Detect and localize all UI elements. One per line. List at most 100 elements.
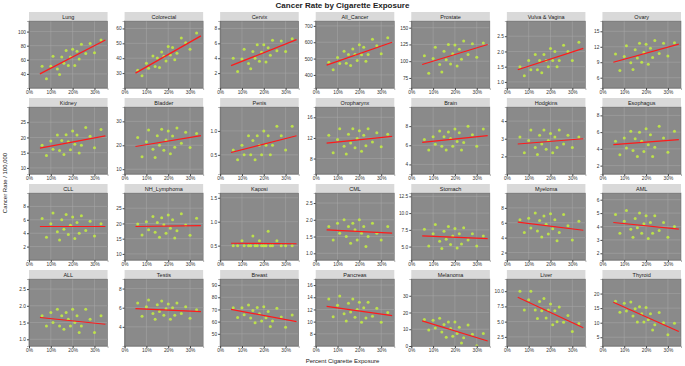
grid-line — [29, 167, 108, 168]
point — [145, 62, 148, 65]
strip-label: Colorectal — [151, 14, 176, 20]
grid-line — [190, 107, 191, 174]
grid-line — [316, 42, 395, 43]
tick: 4 — [119, 325, 125, 330]
tick-mark — [218, 58, 220, 59]
trend-line — [422, 236, 487, 239]
marks — [613, 125, 678, 158]
point — [536, 153, 539, 156]
grid-line — [624, 21, 625, 88]
grid-line — [602, 226, 681, 227]
plot-background — [316, 107, 395, 174]
tick-mark — [27, 306, 29, 307]
tick-label: 0% — [504, 176, 512, 181]
panel: Cervix24680%10%20%30% — [214, 12, 299, 95]
tick-label: 2 — [23, 245, 26, 250]
strip-background — [602, 184, 681, 193]
trend-line — [135, 225, 200, 227]
point — [645, 306, 648, 309]
tick-label: 80 — [21, 44, 27, 49]
trend-line — [518, 297, 583, 327]
point — [258, 60, 261, 63]
panel: Vulva & Vagina1.01.52.02.50%10%20%30% — [497, 12, 586, 95]
tick: 10% — [333, 260, 343, 267]
point — [327, 225, 330, 228]
point — [100, 222, 103, 225]
grid-line — [411, 312, 490, 313]
point — [351, 298, 354, 301]
tick-label: 0% — [217, 348, 225, 353]
point — [195, 132, 198, 135]
tick: 0% — [504, 346, 512, 353]
point — [41, 217, 44, 220]
plot-frame — [220, 107, 299, 174]
marks — [40, 308, 105, 334]
tick-mark — [505, 36, 507, 37]
tick: 5 — [597, 335, 603, 340]
grid-line — [146, 107, 147, 174]
point — [527, 139, 530, 142]
grid-line — [125, 307, 204, 308]
plot-frame — [316, 107, 395, 174]
grid-line — [220, 321, 299, 322]
point — [93, 234, 96, 237]
plot-background — [507, 21, 586, 88]
point — [240, 57, 243, 60]
tick-label: 10% — [620, 262, 630, 267]
point — [175, 127, 178, 130]
strip-label: AML — [636, 186, 647, 192]
point — [160, 300, 163, 303]
point — [527, 217, 530, 220]
tick: 20 — [21, 135, 29, 140]
panel: AML234560%10%20%30% — [597, 184, 682, 267]
point — [427, 328, 430, 331]
point — [236, 158, 239, 161]
strip-background — [125, 98, 204, 107]
point — [518, 218, 521, 221]
axis-line — [314, 108, 317, 175]
tick-label: 4 — [406, 162, 409, 167]
tick: 10.0 — [399, 211, 411, 216]
tick: 10 — [21, 166, 29, 171]
plot-frame — [507, 21, 586, 88]
trend-line — [518, 48, 583, 69]
point — [445, 149, 448, 152]
tick-label: 0% — [26, 348, 34, 353]
point — [269, 54, 272, 57]
grid-line — [507, 156, 586, 157]
point — [141, 315, 144, 318]
point — [653, 323, 656, 326]
point — [445, 58, 448, 61]
tick-label: 2.5 — [19, 287, 26, 292]
point — [423, 318, 426, 321]
tick-label: 30% — [90, 90, 100, 95]
tick-label: 30% — [568, 176, 578, 181]
grid-line — [316, 158, 395, 159]
tick-mark — [505, 208, 507, 209]
point — [84, 308, 87, 311]
tick-mark — [505, 337, 507, 338]
point — [232, 57, 235, 60]
tick-mark — [123, 121, 125, 122]
tick: 2.0 — [306, 218, 316, 223]
point — [189, 234, 192, 237]
point — [56, 230, 59, 233]
y-axis: 2468 — [214, 22, 220, 89]
point — [73, 64, 76, 67]
panel: Liver2.55.07.510.00%10%20%30% — [495, 270, 586, 353]
grid-line — [646, 21, 647, 88]
tick: 15 — [21, 151, 29, 156]
tick: 2 — [23, 245, 29, 250]
y-axis: 30405060 — [116, 22, 125, 89]
point — [41, 144, 44, 147]
grid-line — [220, 28, 299, 29]
axis-line — [123, 280, 126, 347]
tick-mark — [409, 230, 411, 231]
point — [631, 236, 634, 239]
point — [571, 330, 574, 333]
tick-label: 10% — [524, 90, 534, 95]
point — [58, 149, 61, 152]
point — [364, 60, 367, 63]
grid-line — [220, 73, 299, 74]
point — [343, 50, 346, 53]
